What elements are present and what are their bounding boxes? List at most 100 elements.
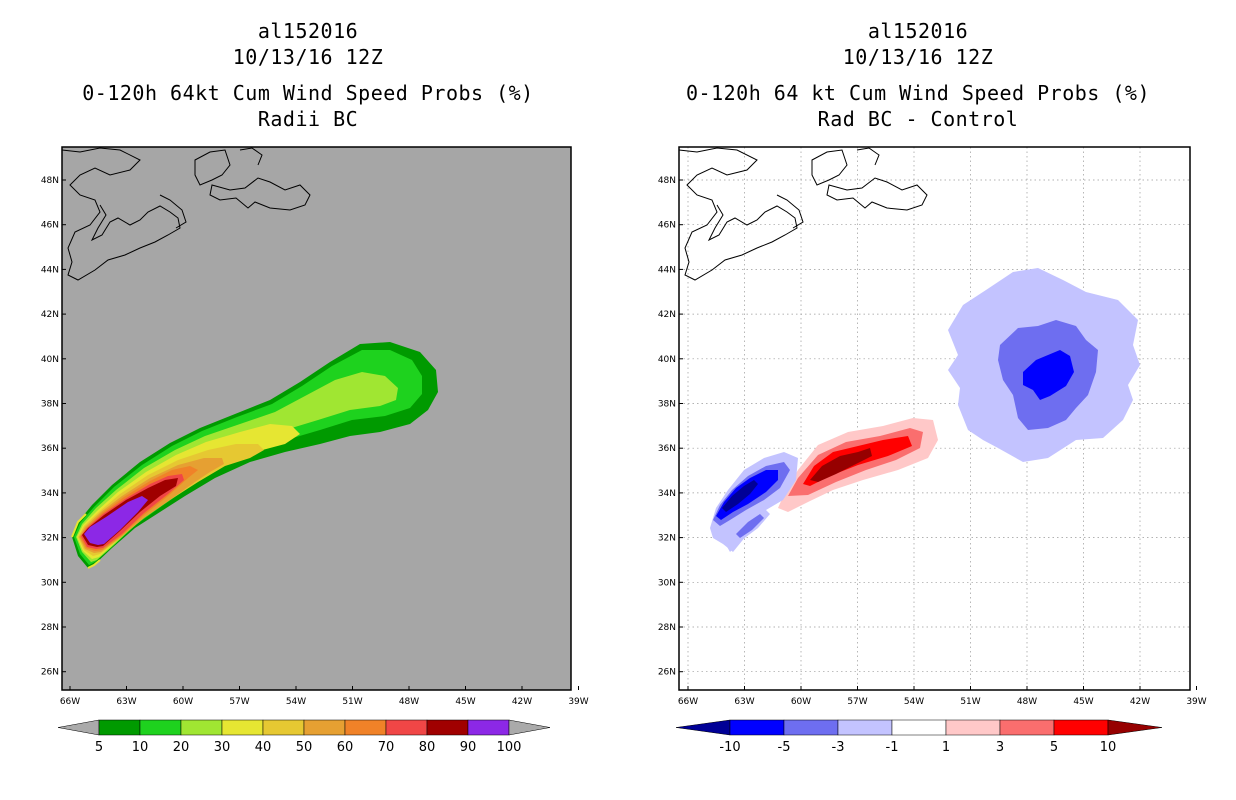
colorbar-box [139,719,182,736]
contour-minus-10-west [722,480,758,512]
lon-label: 51W [342,697,362,707]
lon-label: 63W [116,697,136,707]
colorbar-label: -1 [886,740,899,755]
lon-label: 60W [173,697,193,707]
colorbar-box [303,719,346,736]
colorbar-label: -3 [832,740,845,755]
right-positive-blob [778,418,938,512]
lat-label: 34N [658,489,676,499]
right-title-subtitle: Rad BC - Control [817,107,1019,131]
left-lat-axis: 48N 46N 44N 42N 40N 38N 36N 34N 32N 30N 28N 26N [41,176,66,678]
colorbar-box [729,719,785,736]
lon-label: 54W [904,697,924,707]
right-coastline [678,147,928,281]
lon-label: 48W [399,697,419,707]
left-title-product: 0-120h 64kt Cum Wind Speed Probs (%) [82,81,534,105]
left-title-date: 10/13/16 12Z [232,45,384,69]
left-colorbar: 5 10 20 30 40 50 60 70 80 90 100 [57,719,551,755]
colorbar-label: 10 [1100,740,1117,755]
contour-minus-5 [1023,350,1074,400]
lat-label: 46N [658,221,676,231]
right-colorbar: -10 -5 -3 -1 1 3 5 10 [675,719,1163,755]
colorbar-box [221,719,264,736]
colorbar-label: 10 [132,740,149,755]
colorbar-label: 5 [95,740,103,755]
lon-label: 54W [286,697,306,707]
colorbar-label: 1 [942,740,950,755]
lon-label: 57W [847,697,867,707]
colorbar-box [262,719,305,736]
colorbar-label: 50 [296,740,313,755]
lat-label: 40N [658,355,676,365]
colorbar-box [180,719,223,736]
lon-label: 57W [229,697,249,707]
lon-label: 48W [1017,697,1037,707]
colorbar-label: 3 [996,740,1004,755]
right-panel-title: al152016 10/13/16 12Z 0-120h 64 kt Cum W… [638,18,1198,132]
lat-label: 42N [41,310,59,320]
lat-label: 38N [41,400,59,410]
left-coastline [61,147,311,281]
colorbar-box [344,719,387,736]
contour-90 [84,496,148,545]
lat-label: 32N [658,534,676,544]
left-map-frame [61,146,572,691]
lat-label: 30N [41,578,59,588]
colorbar-box [1053,719,1109,736]
lat-label: 34N [41,489,59,499]
colorbar-box [98,719,141,736]
right-title-product: 0-120h 64 kt Cum Wind Speed Probs (%) [685,81,1151,105]
right-title-storm-id: al152016 [867,19,969,43]
lon-label: 51W [960,697,980,707]
colorbar-arrow-left [675,719,731,736]
right-map-frame [678,146,1191,691]
right-lon-axis: 66W 63W 60W 57W 54W 51W 48W 45W 42W 39W [678,686,1207,707]
lat-label: 28N [41,623,59,633]
contour-minus-3-west-tail [736,514,764,538]
lat-label: 28N [658,623,676,633]
left-title-storm-id: al152016 [257,19,359,43]
left-title-subtitle: Radii BC [257,107,359,131]
colorbar-box [999,719,1055,736]
lon-label: 63W [734,697,754,707]
colorbar-label: 20 [173,740,190,755]
right-title-date: 10/13/16 12Z [842,45,994,69]
lon-label: 39W [568,697,588,707]
colorbar-box [385,719,428,736]
colorbar-label: 90 [460,740,477,755]
left-map: 48N 46N 44N 42N 40N 38N 36N 34N 32N 30N 28N 26N 66W… [41,146,589,755]
left-probability-swath [71,342,438,569]
colorbar-box [783,719,839,736]
lat-label: 32N [41,534,59,544]
colorbar-arrow-right [508,719,551,736]
left-panel-title: al152016 10/13/16 12Z 0-120h 64kt Cum Wi… [28,18,588,132]
lat-label: 38N [658,400,676,410]
colorbar-label: 80 [419,740,436,755]
lat-label: 30N [658,578,676,588]
lat-label: 26N [41,668,59,678]
colorbar-box [891,719,947,736]
lon-label: 66W [678,697,698,707]
colorbar-box [467,719,510,736]
colorbar-box [837,719,893,736]
contour-plus-10 [810,448,872,482]
lon-label: 60W [791,697,811,707]
colorbar-label: -10 [719,740,740,755]
left-lon-axis: 66W 63W 60W 57W 54W 51W 48W 45W 42W 39W [60,686,589,707]
right-negative-blob-east [948,268,1140,462]
colorbar-label: 70 [378,740,395,755]
right-lat-axis: 48N 46N 44N 42N 40N 38N 36N 34N 32N 30N 28N 26N [658,176,683,678]
lon-label: 45W [1073,697,1093,707]
colorbar-label: 40 [255,740,272,755]
colorbar-label: 30 [214,740,231,755]
lat-label: 36N [41,444,59,454]
colorbar-label: -5 [778,740,791,755]
lon-label: 42W [512,697,532,707]
lon-label: 66W [60,697,80,707]
lat-label: 48N [41,176,59,186]
lat-label: 42N [658,310,676,320]
lat-label: 26N [658,668,676,678]
lat-label: 48N [658,176,676,186]
colorbar-box [426,719,469,736]
contour-20 [76,372,398,562]
